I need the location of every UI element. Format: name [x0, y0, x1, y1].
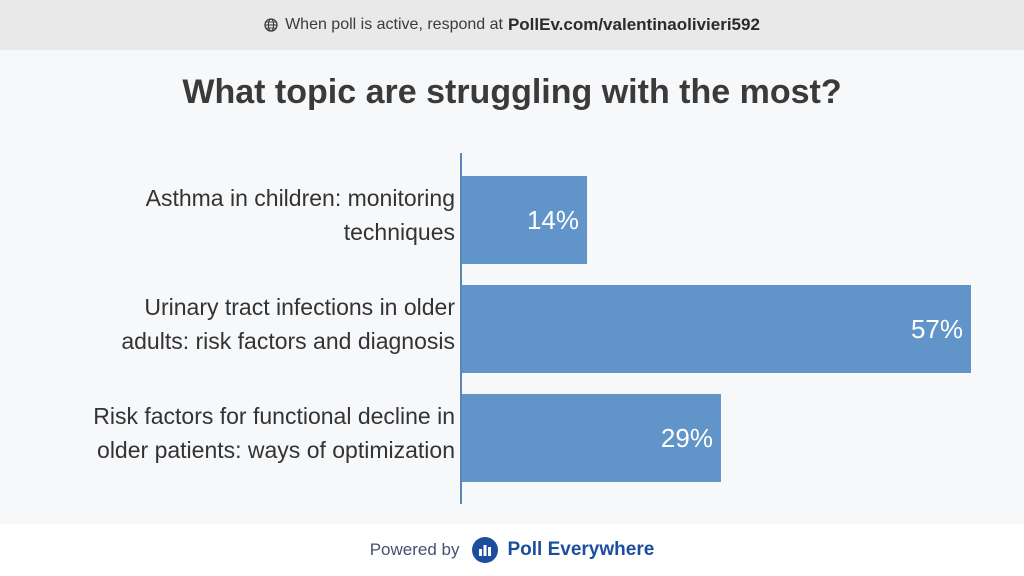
- bar-value-label: 14%: [527, 205, 579, 235]
- footer: Powered by Poll Everywhere: [0, 524, 1024, 576]
- bar: [462, 285, 971, 373]
- category-label: adults: risk factors and diagnosis: [121, 328, 455, 354]
- bar-value-label: 29%: [661, 423, 713, 453]
- category-label: Asthma in children: monitoring: [146, 185, 455, 211]
- bar-chart: 14% Asthma in children: monitoring techniq…: [93, 153, 971, 504]
- poll-everywhere-logo-icon: [472, 537, 499, 563]
- category-label: techniques: [344, 219, 455, 245]
- bar: [462, 176, 588, 264]
- category-label: Risk factors for functional decline in: [93, 403, 455, 429]
- respond-banner: When poll is active, respond at PollEv.c…: [0, 0, 1024, 50]
- bar: [462, 394, 721, 482]
- category-label: older patients: ways of optimization: [97, 437, 455, 463]
- poll-everywhere-brand[interactable]: Poll Everywhere: [507, 539, 655, 560]
- respond-instruction: When poll is active, respond at: [285, 16, 503, 33]
- poll-url[interactable]: PollEv.com/valentinaolivieri592: [507, 15, 760, 34]
- globe-icon: [264, 18, 278, 32]
- category-label: Urinary tract infections in older: [144, 294, 455, 320]
- bar-value-label: 57%: [911, 314, 963, 344]
- poll-question-title: What topic are struggling with the most?: [182, 73, 842, 111]
- powered-by-label: Powered by: [369, 540, 460, 559]
